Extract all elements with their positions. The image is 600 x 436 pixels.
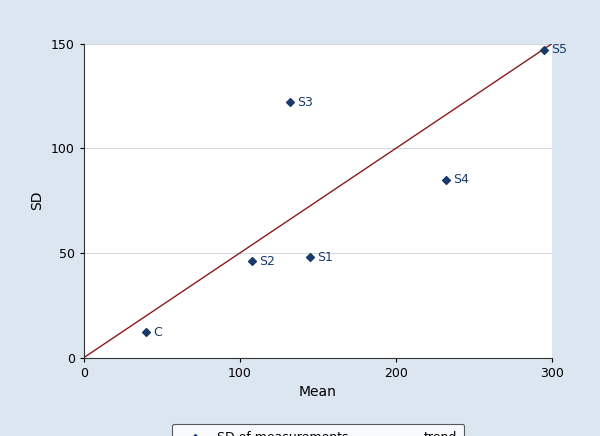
Point [285, 99, 295, 106]
Point [441, 176, 451, 183]
Point [142, 329, 151, 336]
Text: S1: S1 [317, 251, 333, 264]
Text: S5: S5 [551, 43, 567, 56]
Point [248, 258, 257, 265]
Text: C: C [154, 326, 162, 339]
X-axis label: Mean: Mean [299, 385, 337, 399]
Legend: SD of measurements, trend: SD of measurements, trend [172, 424, 464, 436]
Y-axis label: SD: SD [30, 191, 44, 210]
Text: S4: S4 [453, 173, 469, 186]
Point [539, 46, 549, 53]
Text: S3: S3 [297, 95, 313, 109]
Point [305, 254, 315, 261]
Text: S2: S2 [259, 255, 275, 268]
